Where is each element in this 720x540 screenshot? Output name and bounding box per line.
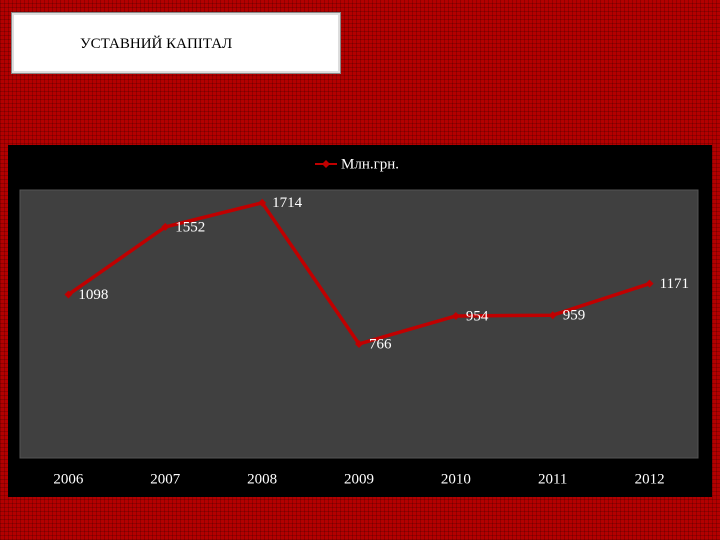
x-tick-label: 2009 [344, 471, 374, 487]
x-tick-label: 2011 [538, 471, 567, 487]
title: УСТАВНИЙ КАПІТАЛ [80, 36, 233, 52]
data-point [355, 339, 363, 348]
x-tick-label: 2010 [441, 471, 471, 487]
data-label: 1714 [272, 195, 303, 211]
data-point [161, 222, 170, 231]
data-label: 1098 [78, 287, 108, 303]
x-tick-label: 2008 [247, 471, 277, 487]
data-point [548, 311, 557, 320]
legend-label: Млн.грн. [341, 156, 399, 172]
x-tick-label: 2007 [150, 471, 181, 487]
title-box: УСТАВНИЙ КАПІТАЛ [11, 12, 341, 74]
data-label: 1552 [175, 219, 205, 235]
data-label: 959 [563, 308, 586, 324]
x-tick-label: 2012 [635, 471, 665, 487]
plot-area [19, 189, 699, 459]
data-label: 954 [466, 308, 489, 324]
data-label: 766 [369, 336, 392, 352]
data-point [645, 279, 654, 288]
x-tick-label: 2006 [53, 471, 84, 487]
data-point [451, 311, 460, 320]
data-point [258, 198, 267, 207]
legend-marker [322, 160, 330, 168]
data-label: 1171 [660, 276, 689, 292]
data-point [64, 290, 73, 299]
